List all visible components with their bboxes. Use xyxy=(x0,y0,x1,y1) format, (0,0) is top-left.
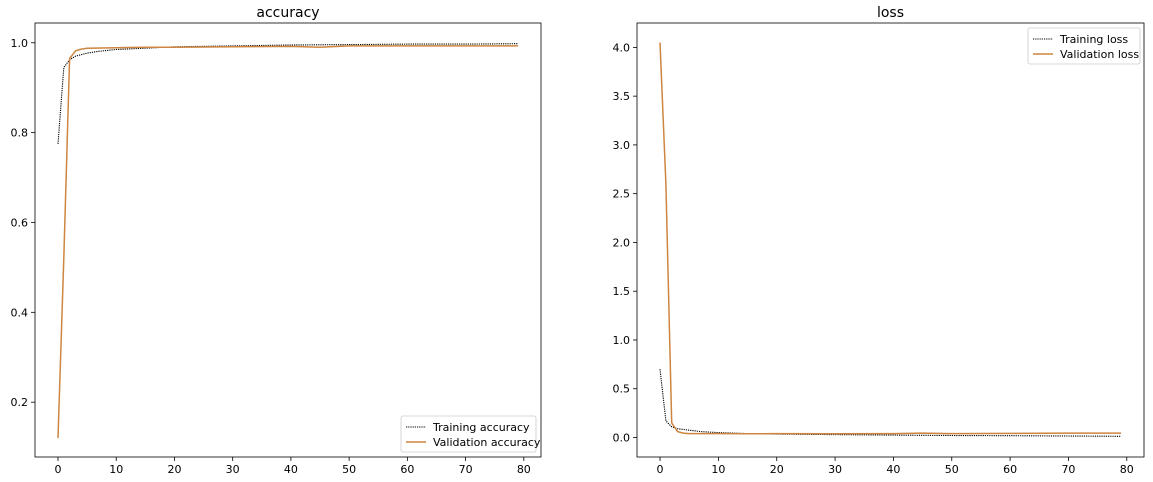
y-tick-label: 1.5 xyxy=(613,285,631,298)
y-tick-label: 0.6 xyxy=(11,216,29,229)
x-tick-label: 80 xyxy=(517,463,531,476)
plot-area-frame xyxy=(636,22,1145,458)
x-tick-label: 10 xyxy=(109,463,123,476)
chart-title: accuracy xyxy=(256,5,319,21)
legend: Training loss Validation loss xyxy=(1027,27,1141,65)
y-tick-label: 2.5 xyxy=(613,188,631,201)
x-tick-label: 20 xyxy=(770,463,784,476)
series-line-validation-loss xyxy=(659,42,1121,435)
legend-label: Training loss xyxy=(1059,33,1128,46)
chart-title: loss xyxy=(877,5,904,21)
x-tick-label: 30 xyxy=(828,463,842,476)
legend-box xyxy=(400,415,537,453)
legend: Training accuracy Validation accuracy xyxy=(400,415,541,453)
y-tick-label: 3.5 xyxy=(613,90,631,103)
legend-label: Training accuracy xyxy=(432,421,530,434)
x-tick-label: 10 xyxy=(711,463,725,476)
chart-panel-loss: loss 0 10 20 30 40 50 60 70 80 0.0 0.5 1.0 1.5 2.0 2.5 3… xyxy=(613,5,1145,476)
x-tick-label: 20 xyxy=(167,463,181,476)
x-tick-label: 0 xyxy=(55,463,62,476)
y-tick-label: 0.8 xyxy=(11,127,29,140)
x-tick-label: 0 xyxy=(657,463,664,476)
legend-box xyxy=(1027,27,1141,65)
series-line-validation-accuracy xyxy=(57,45,518,439)
y-tick-label: 0.0 xyxy=(613,431,631,444)
x-tick-label: 30 xyxy=(226,463,240,476)
plot-area-frame xyxy=(34,22,542,458)
x-tick-label: 50 xyxy=(945,463,959,476)
x-tick-label: 50 xyxy=(342,463,356,476)
x-tick-label: 60 xyxy=(1003,463,1017,476)
legend-label: Validation accuracy xyxy=(433,436,541,449)
x-tick-label: 80 xyxy=(1120,463,1134,476)
y-tick-label: 2.0 xyxy=(613,236,631,249)
y-tick-label: 0.4 xyxy=(11,306,29,319)
y-tick-label: 4.0 xyxy=(613,41,631,54)
x-tick-label: 60 xyxy=(400,463,414,476)
y-tick-label: 1.0 xyxy=(11,37,29,50)
x-tick-label: 70 xyxy=(459,463,473,476)
y-tick-label: 3.0 xyxy=(613,139,631,152)
series-line-training-loss xyxy=(659,369,1122,437)
y-tick-label: 1.0 xyxy=(613,334,631,347)
chart-panel-accuracy: accuracy 0 10 20 30 40 50 60 70 80 0.2 0.4 0.6 0.8 1.0… xyxy=(11,5,542,476)
y-tick-label: 0.5 xyxy=(613,383,631,396)
x-tick-label: 40 xyxy=(886,463,900,476)
y-tick-label: 0.2 xyxy=(11,396,29,409)
legend-label: Validation loss xyxy=(1060,48,1139,61)
x-tick-label: 70 xyxy=(1061,463,1075,476)
series-line-training-accuracy xyxy=(57,43,519,144)
x-tick-label: 40 xyxy=(284,463,298,476)
